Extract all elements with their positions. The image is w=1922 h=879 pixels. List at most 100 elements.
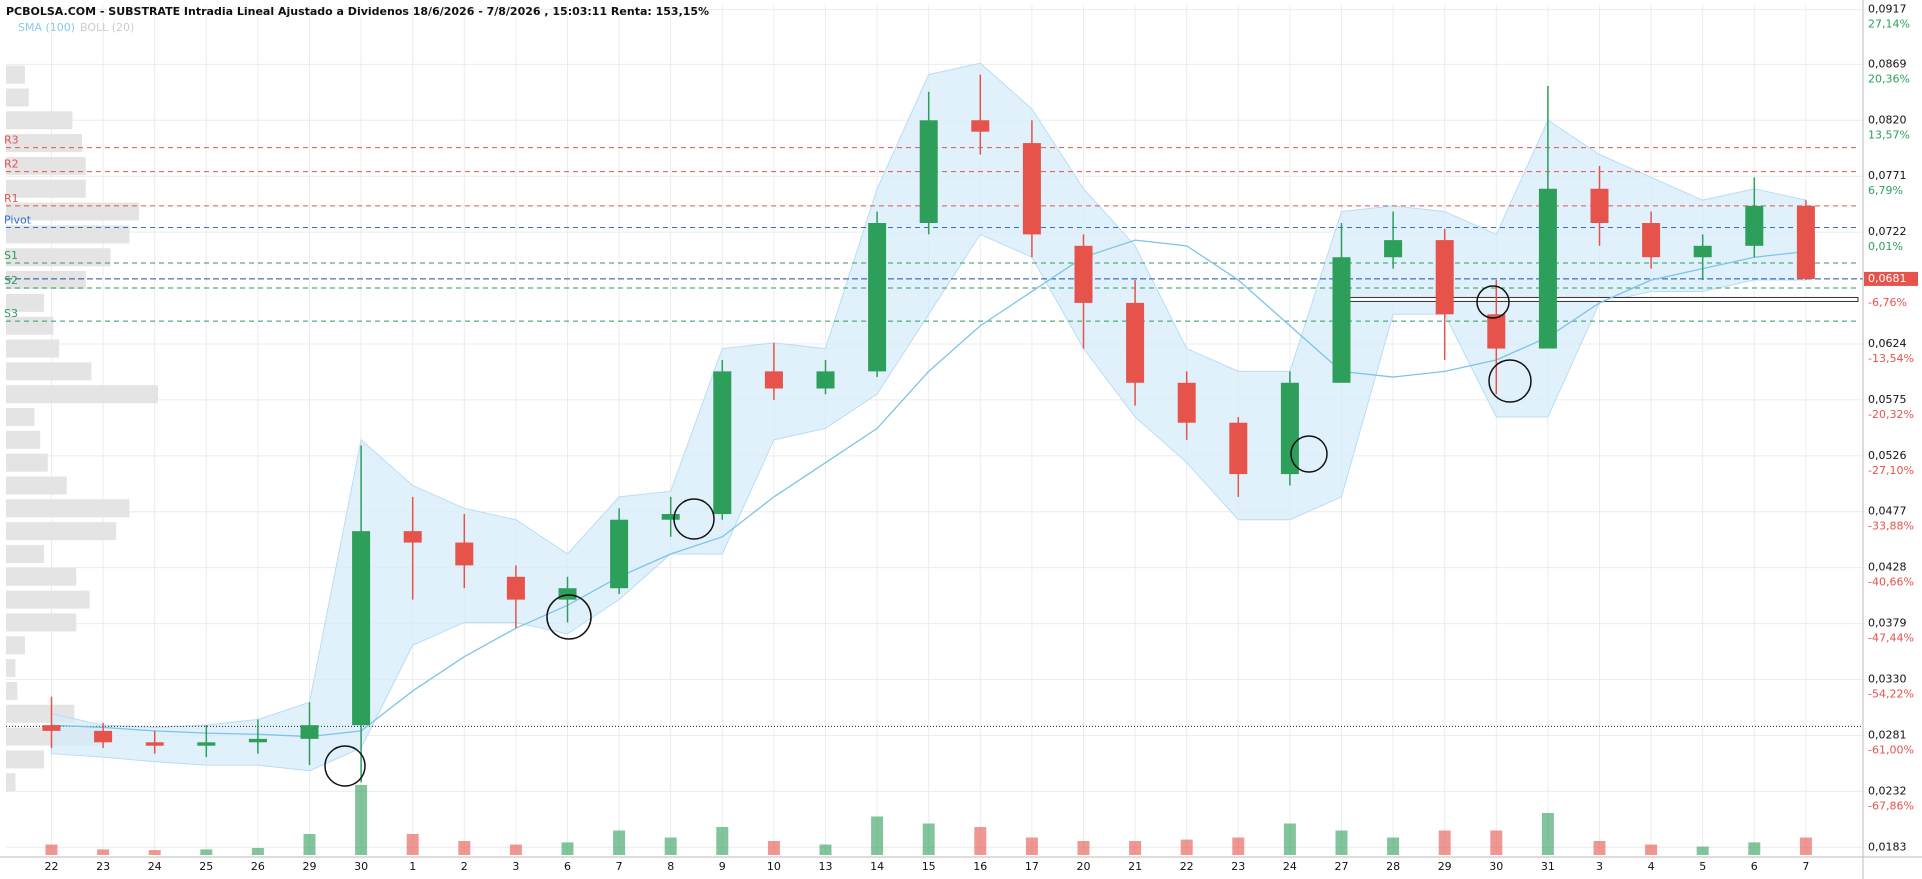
circle [1488, 359, 1532, 403]
volume-profile-bar [6, 179, 86, 198]
x-tick-label: 29 [303, 860, 317, 873]
last-price-tag [1864, 271, 1918, 286]
x-tick-label: 30 [1489, 860, 1503, 873]
y-tick-label: 0,0330 [1868, 673, 1907, 686]
bollinger-band [51, 62, 1807, 772]
candle-body [1384, 240, 1403, 258]
candle-body [558, 588, 577, 600]
candle-body [661, 514, 680, 520]
x-tick-label: 23 [1231, 860, 1245, 873]
x-tick-label: 1 [409, 860, 416, 873]
legend-sma: SMA (100) [18, 21, 75, 34]
volume-profile-bar [6, 750, 44, 769]
volume-profile-bar [6, 499, 130, 518]
annotation-circles [324, 285, 1532, 787]
circle [673, 498, 715, 540]
circle [1476, 285, 1510, 319]
volume-profile-bar [6, 293, 44, 312]
candle-body [764, 371, 783, 389]
volume-bar [303, 834, 316, 855]
volume-profile-bar [6, 522, 117, 541]
volume-bar [1129, 841, 1142, 855]
candle-body [403, 531, 422, 543]
x-tick-label: 5 [1699, 860, 1706, 873]
x-tick-label: 15 [922, 860, 936, 873]
candle-body [868, 222, 887, 372]
x-tick-label: 17 [1025, 860, 1039, 873]
volume-bar [1645, 844, 1658, 855]
y-tick-label: 0,0526 [1868, 449, 1907, 462]
y-tick-label: 0,0820 [1868, 113, 1907, 126]
volume-bar [406, 834, 419, 855]
volume-profile-bar [6, 544, 44, 563]
y-tick-label: 0,0917 [1868, 3, 1907, 16]
volume-profile-bar [6, 225, 130, 244]
candle-body [816, 371, 835, 389]
candle-body [1642, 222, 1661, 258]
candle-body [1745, 205, 1764, 246]
x-tick-label: 4 [1648, 860, 1655, 873]
candle-body [610, 519, 629, 589]
x-tick-label: 26 [251, 860, 265, 873]
y2-tick-label: -33,88% [1868, 520, 1914, 533]
y-tick-label: 0,0232 [1868, 784, 1907, 797]
y-tick-label: 0,0477 [1868, 505, 1907, 518]
y2-tick-label: 20,36% [1868, 72, 1910, 85]
y2-tick-label: 6,79% [1868, 184, 1903, 197]
volume-bar [458, 841, 471, 855]
candle-body [1022, 143, 1041, 235]
candle-body [1796, 205, 1815, 279]
x-tick-label: 29 [1438, 860, 1452, 873]
volume-profile-bar [6, 636, 25, 655]
x-tick-label: 22 [1180, 860, 1194, 873]
x-tick-label: 6 [564, 860, 571, 873]
volume-bar [922, 823, 935, 855]
x-tick-label: 24 [1283, 860, 1297, 873]
volume-bar [1283, 823, 1296, 855]
y-tick-label: 0,0624 [1868, 337, 1907, 350]
volume-bar [767, 841, 780, 855]
x-tick-label: 7 [1802, 860, 1809, 873]
volume-bar [509, 844, 522, 855]
y-tick-label: 0,0183 [1868, 840, 1907, 853]
y2-tick-label: -6,76% [1868, 296, 1907, 309]
volume-profile-bar [6, 590, 90, 609]
candle-body [352, 531, 371, 726]
candle-body [1332, 257, 1351, 383]
y2-tick-label: -61,00% [1868, 743, 1914, 756]
volume-bar [97, 849, 110, 855]
y2-tick-label: -20,32% [1868, 408, 1914, 421]
volume-bar [1490, 830, 1503, 855]
y2-tick-label: -67,86% [1868, 799, 1914, 812]
legend-boll: BOLL (20) [80, 21, 134, 34]
x-tick-label: 23 [96, 860, 110, 873]
candle-body [1435, 240, 1454, 315]
volume-profile-bar [6, 339, 60, 358]
y-tick-label: 0,0575 [1868, 393, 1907, 406]
candle-body [42, 725, 61, 731]
volume-profile-bar [6, 385, 158, 404]
pivot-label: S2 [4, 274, 18, 287]
volume-bar [974, 827, 987, 855]
y-tick-label: 0,0281 [1868, 728, 1907, 741]
candle-body [971, 120, 990, 132]
volume-bar [45, 844, 58, 855]
volume-bar [1335, 830, 1348, 855]
volume-bar [1180, 839, 1193, 855]
candle-body [248, 738, 267, 743]
candle-body [1280, 382, 1299, 475]
volume-bar [1696, 846, 1709, 855]
volume-profile-bar [6, 773, 16, 792]
volume-bar [819, 844, 832, 855]
y-tick-label: 0,0428 [1868, 561, 1907, 574]
y2-tick-label: 27,14% [1868, 18, 1910, 31]
candle-body [1538, 188, 1557, 349]
volume-profile-bar [6, 88, 29, 107]
pivot-label: S1 [4, 249, 18, 262]
candle-body [713, 371, 732, 515]
candle-body [1177, 382, 1196, 423]
y2-tick-label: -13,54% [1868, 352, 1914, 365]
volume-bar [561, 842, 574, 855]
volume-profile-bar [6, 65, 25, 84]
